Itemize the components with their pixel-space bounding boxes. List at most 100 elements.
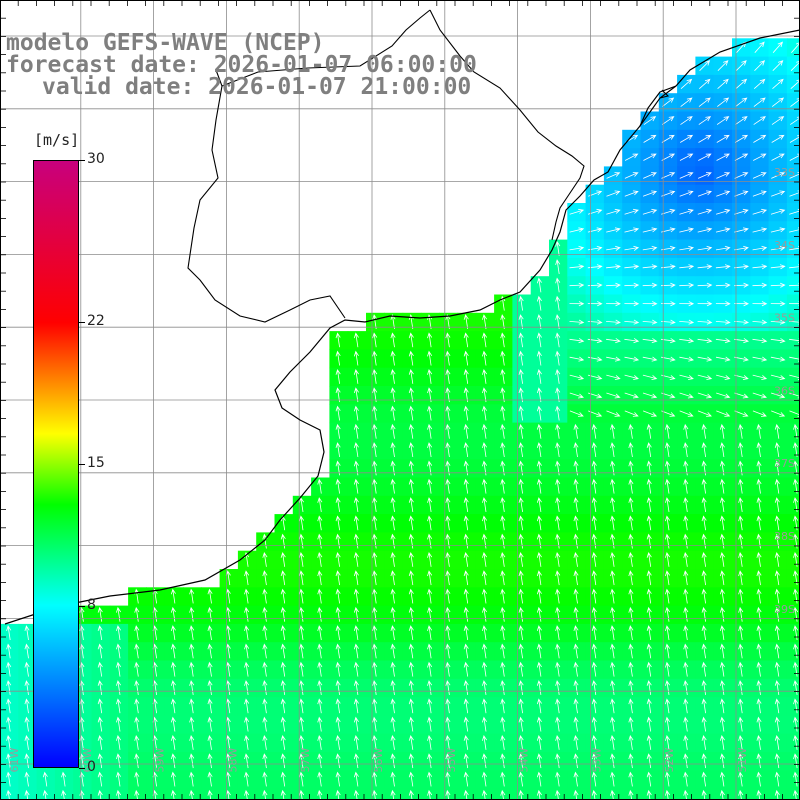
wind-arrow — [390, 332, 396, 348]
wind-arrow — [569, 392, 584, 399]
wind-arrow — [482, 789, 488, 800]
wind-arrow — [591, 588, 597, 604]
wind-arrow — [555, 515, 561, 531]
wind-arrow — [719, 789, 725, 800]
wind-arrow — [244, 588, 250, 604]
wind-arrow — [262, 716, 268, 732]
wind-arrow — [390, 423, 396, 439]
wind-arrow — [610, 533, 616, 549]
wind-arrow — [536, 661, 542, 677]
wind-cell — [695, 74, 715, 94]
wind-arrow — [335, 515, 341, 531]
wind-arrow — [317, 606, 323, 622]
wind-arrow — [353, 643, 359, 659]
wind-arrow — [719, 533, 725, 549]
wind-arrow — [624, 264, 640, 270]
wind-arrow — [716, 172, 731, 179]
wind-arrow — [445, 442, 451, 458]
wind-arrow — [116, 661, 122, 677]
wind-arrow — [738, 423, 744, 439]
wind-arrow — [774, 734, 780, 750]
wind-cell — [658, 129, 678, 149]
colorbar-tick-mark — [79, 160, 85, 161]
wind-arrow — [170, 625, 176, 641]
wind-arrow — [665, 478, 671, 494]
wind-arrow — [116, 716, 122, 732]
wind-cell — [292, 788, 312, 800]
wind-arrow — [573, 698, 579, 714]
wind-cell — [329, 788, 349, 800]
wind-arrow — [42, 771, 48, 787]
wind-cell — [768, 56, 788, 76]
wind-arrow — [189, 661, 195, 677]
wind-arrow — [536, 606, 542, 622]
wind-arrow — [734, 134, 749, 143]
wind-arrow — [628, 442, 634, 458]
wind-arrow — [734, 208, 749, 215]
wind-arrow — [774, 423, 780, 439]
wind-arrow — [482, 625, 488, 641]
wind-arrow — [335, 332, 341, 348]
wind-arrow — [610, 497, 616, 512]
wind-arrow — [427, 442, 433, 458]
wind-arrow — [756, 734, 762, 750]
forecast-date: forecast date: 2026-01-07 06:00:00 — [6, 52, 477, 78]
wind-arrow — [134, 661, 140, 677]
wind-arrow — [756, 698, 762, 714]
wind-arrow — [573, 588, 579, 604]
wind-arrow — [372, 570, 378, 586]
wind-arrow — [427, 478, 433, 494]
wind-arrow — [665, 698, 671, 714]
wind-arrow — [427, 350, 433, 366]
wind-arrow — [116, 698, 122, 714]
wind-cell — [786, 623, 800, 643]
wind-arrow — [734, 392, 749, 399]
wind-arrow — [170, 680, 176, 695]
wind-arrow — [591, 643, 597, 659]
wind-arrow — [698, 153, 712, 161]
wind-arrow — [774, 789, 780, 800]
wind-arrow — [299, 588, 305, 604]
wind-arrow — [573, 478, 579, 494]
longitude-label: 55W — [445, 747, 458, 772]
wind-arrow — [134, 680, 140, 695]
wind-cell — [713, 93, 733, 113]
wind-arrow — [701, 661, 707, 677]
wind-arrow — [793, 588, 799, 604]
wind-arrow — [774, 497, 780, 512]
wind-arrow — [353, 515, 359, 531]
wind-arrow — [390, 478, 396, 494]
longitude-label: 51W — [736, 747, 749, 772]
wind-cell — [677, 788, 696, 800]
colorbar-tick-mark — [79, 464, 85, 465]
wind-arrow — [701, 625, 707, 641]
wind-arrow — [170, 771, 176, 787]
wind-arrow — [427, 753, 433, 769]
wind-arrow — [573, 680, 579, 695]
wind-arrow — [793, 423, 799, 439]
wind-arrow — [408, 625, 414, 641]
wind-arrow — [715, 319, 731, 325]
wind-arrow — [752, 172, 767, 179]
wind-cell — [439, 788, 459, 800]
wind-arrow — [189, 789, 195, 800]
wind-arrow — [756, 497, 762, 512]
wind-arrow — [24, 643, 30, 659]
wind-arrow — [738, 661, 744, 677]
wind-arrow — [573, 789, 579, 800]
wind-arrow — [701, 734, 707, 750]
wind-arrow — [97, 771, 103, 787]
wind-arrow — [317, 533, 323, 549]
colorbar-tick-label: 22 — [87, 313, 105, 330]
wind-arrow — [427, 515, 433, 531]
wind-arrow — [390, 625, 396, 641]
wind-arrow — [189, 680, 195, 695]
wind-arrow — [624, 319, 640, 325]
wind-arrow — [738, 625, 744, 641]
wind-arrow — [280, 661, 286, 677]
wind-arrow — [518, 533, 524, 549]
wind-arrow — [463, 716, 469, 732]
wind-arrow — [734, 319, 750, 325]
wind-arrow — [683, 442, 689, 458]
wind-arrow — [679, 134, 694, 143]
